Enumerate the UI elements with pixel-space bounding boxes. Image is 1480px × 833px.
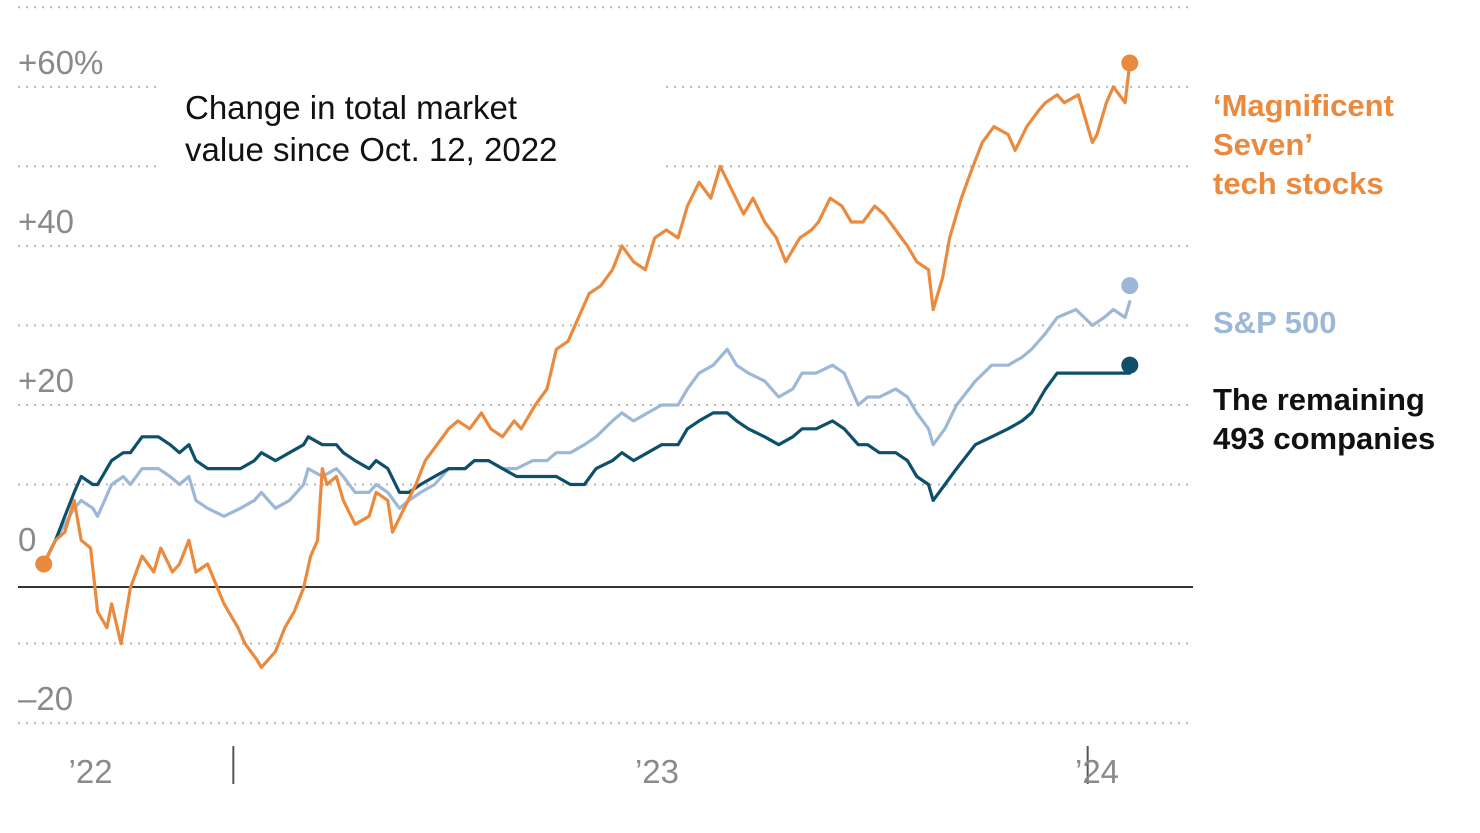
y-tick-label: 0	[18, 521, 36, 558]
end-point-marker	[1121, 277, 1139, 295]
y-tick-label: +20	[18, 362, 74, 399]
y-tick-label-mask	[14, 200, 84, 242]
series-line	[42, 371, 1132, 566]
y-tick-label-mask	[14, 678, 84, 720]
label-magnificent-seven-line-2: Seven’	[1213, 127, 1313, 162]
series-line	[42, 300, 1132, 566]
end-point-marker	[1121, 54, 1139, 72]
x-tick-label: ’23	[635, 753, 679, 790]
series-lines	[35, 54, 1139, 670]
y-tick-label-mask	[14, 41, 114, 83]
start-point-marker	[35, 555, 53, 573]
end-point-marker	[1121, 356, 1139, 374]
chart-title-line-1: Change in total market	[185, 89, 517, 126]
chart-title-line-2: value since Oct. 12, 2022	[185, 131, 557, 168]
y-tick-label-mask	[14, 519, 47, 561]
label-magnificent-seven-line-1: ‘Magnificent	[1213, 88, 1394, 123]
label-magnificent-seven-line-3: tech stocks	[1213, 166, 1384, 201]
y-tick-label: –20	[18, 680, 73, 717]
y-tick-label-mask	[14, 359, 84, 401]
x-tick-label: ’24	[1075, 753, 1119, 790]
series-labels: ‘Magnificent Seven’ tech stocks S&P 500 …	[1213, 88, 1435, 456]
y-tick-label: +60%	[18, 44, 103, 81]
x-tick-label: ’22	[69, 753, 113, 790]
chart-title: Change in total market value since Oct. …	[160, 78, 660, 178]
y-tick-label: +40	[18, 203, 74, 240]
label-remaining-493-line-2: 493 companies	[1213, 421, 1435, 456]
x-axis: ’22 ’23 ’24	[69, 746, 1119, 790]
y-axis-tick-labels: +60% +40 +20 0 –20	[14, 41, 114, 720]
label-remaining-493-line-1: The remaining	[1213, 382, 1425, 417]
label-sp500: S&P 500	[1213, 305, 1337, 340]
series-line	[42, 61, 1132, 670]
